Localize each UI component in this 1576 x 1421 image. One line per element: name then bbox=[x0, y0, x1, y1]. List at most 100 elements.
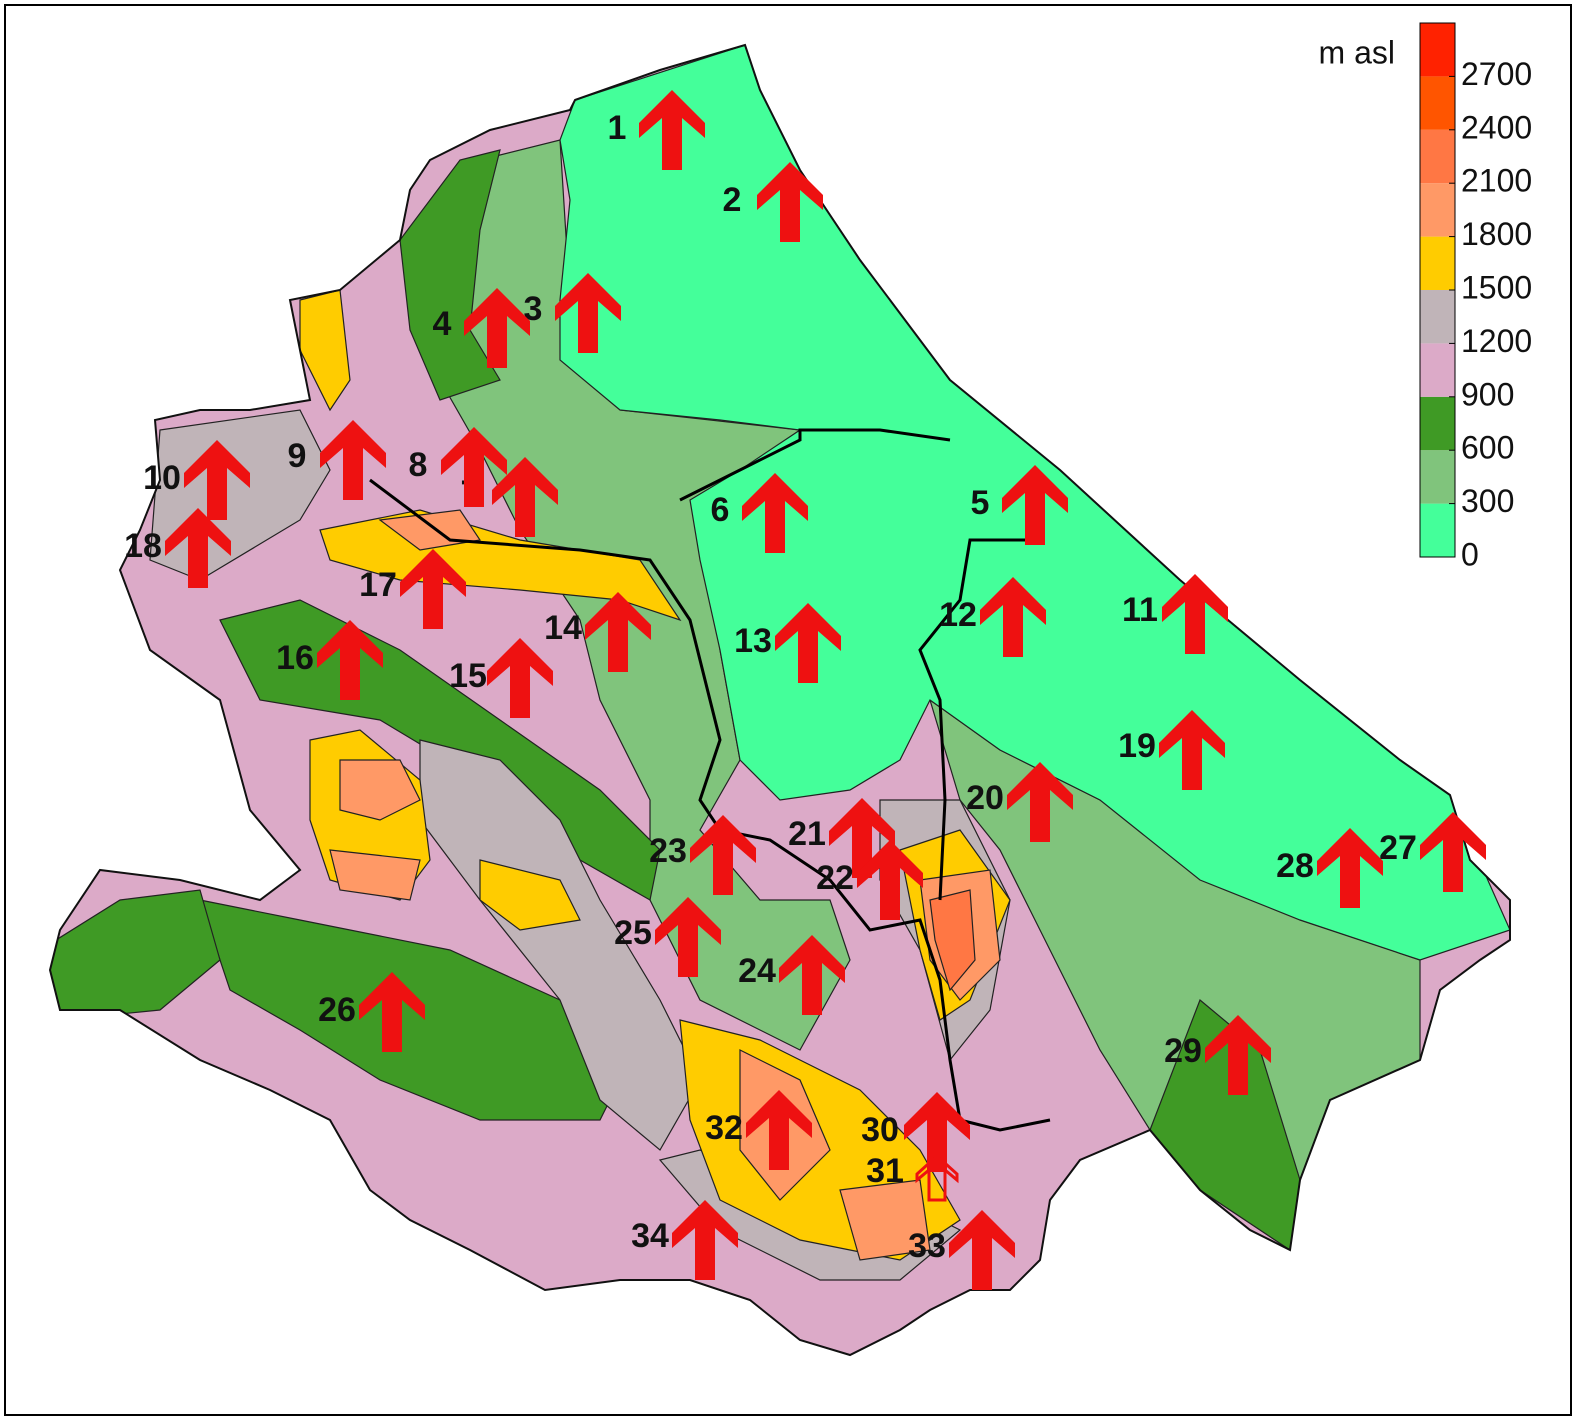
station-arrow bbox=[184, 440, 250, 520]
station-arrow bbox=[746, 1090, 812, 1170]
station-label: 5 bbox=[971, 484, 990, 522]
legend-tick-label: 2100 bbox=[1461, 163, 1532, 199]
zone-summit bbox=[339, 759, 421, 821]
color-band bbox=[1420, 290, 1455, 344]
station-label: 28 bbox=[1276, 847, 1314, 885]
station-label: 24 bbox=[738, 952, 776, 990]
station-arrow bbox=[655, 897, 721, 977]
station-label: 6 bbox=[711, 491, 730, 529]
color-band bbox=[1420, 396, 1455, 451]
zone-summit bbox=[839, 1179, 931, 1261]
station-arrow bbox=[487, 638, 553, 718]
color-band bbox=[1420, 236, 1455, 290]
station-arrow bbox=[1162, 574, 1228, 654]
station-arrow bbox=[441, 427, 507, 507]
station-arrow bbox=[317, 620, 383, 700]
station-arrow bbox=[980, 577, 1046, 657]
station-arrow bbox=[639, 90, 705, 170]
station-arrow bbox=[904, 1092, 970, 1172]
color-band bbox=[1420, 76, 1455, 130]
station-label: 19 bbox=[1118, 727, 1156, 765]
station-arrow bbox=[320, 420, 386, 500]
station-arrow bbox=[742, 473, 808, 553]
border-line bbox=[679, 428, 951, 502]
border-line bbox=[918, 538, 1040, 901]
station-arrow bbox=[775, 603, 841, 683]
station-label: 27 bbox=[1379, 829, 1417, 867]
color-band bbox=[1420, 503, 1455, 557]
legend-title: m asl bbox=[1319, 34, 1395, 70]
legend-tick-label: 0 bbox=[1461, 536, 1479, 572]
station-label: 2 bbox=[723, 181, 742, 219]
station-arrow bbox=[1317, 828, 1383, 908]
station-arrow bbox=[1002, 465, 1068, 545]
station-arrow bbox=[1007, 762, 1073, 842]
station-label: 23 bbox=[649, 832, 687, 870]
station-label: 17 bbox=[359, 566, 397, 604]
station-arrow bbox=[757, 162, 823, 242]
station-arrow bbox=[555, 273, 621, 353]
station-arrow bbox=[1420, 812, 1486, 892]
station-label: 11 bbox=[1122, 591, 1158, 629]
station-label: 1 bbox=[608, 109, 627, 147]
station-arrow bbox=[829, 798, 895, 878]
color-band bbox=[1420, 343, 1455, 397]
station-label: 22 bbox=[816, 859, 854, 897]
station-label: 21 bbox=[788, 815, 826, 853]
legend-tick-label: 900 bbox=[1461, 376, 1514, 412]
station-label: 20 bbox=[966, 779, 1004, 817]
zone-low bbox=[199, 899, 621, 1121]
station-label: 25 bbox=[614, 914, 652, 952]
legend-tick-label: 600 bbox=[1461, 430, 1514, 466]
stations: 1234567891011121314151617181920212223242… bbox=[124, 90, 1486, 1290]
station-arrow bbox=[949, 1210, 1015, 1290]
station-arrow bbox=[857, 840, 923, 920]
station-label: 4 bbox=[433, 305, 452, 343]
station-label: 14 bbox=[544, 609, 582, 647]
station-arrow bbox=[1205, 1015, 1271, 1095]
station-label: 10 bbox=[143, 459, 181, 497]
border-line bbox=[369, 478, 1051, 1132]
station-arrow bbox=[585, 592, 651, 672]
station-arrow bbox=[400, 549, 466, 629]
station-arrow bbox=[359, 972, 425, 1052]
station-label: 9 bbox=[288, 437, 307, 475]
color-band bbox=[1420, 450, 1455, 504]
color-band bbox=[1420, 23, 1455, 77]
station-label: 15 bbox=[449, 657, 487, 695]
province-borders bbox=[369, 428, 1051, 1132]
legend: m asl 0 300 600 900 1200 1500 1800 2100 2400 2700 bbox=[1319, 22, 1532, 572]
station-label: 31 bbox=[866, 1152, 904, 1190]
station-arrow bbox=[492, 457, 558, 537]
color-band bbox=[1420, 183, 1455, 237]
zone-summit bbox=[929, 889, 976, 992]
legend-tick-label: 2400 bbox=[1461, 109, 1532, 145]
legend-tick-label: 1800 bbox=[1461, 216, 1532, 252]
station-arrow bbox=[915, 1153, 959, 1202]
station-label: 18 bbox=[124, 527, 162, 565]
station-label: 34 bbox=[631, 1217, 669, 1255]
station-label: 12 bbox=[939, 596, 977, 634]
station-arrow bbox=[672, 1200, 738, 1280]
station-label: 33 bbox=[908, 1227, 946, 1265]
station-arrow bbox=[779, 935, 845, 1015]
zone-summit bbox=[329, 849, 421, 901]
legend-tick-label: 300 bbox=[1461, 483, 1514, 519]
station-label: 26 bbox=[318, 991, 356, 1029]
station-label: 16 bbox=[276, 639, 314, 677]
station-label: 30 bbox=[861, 1111, 899, 1149]
station-label: 13 bbox=[734, 622, 772, 660]
station-arrow bbox=[690, 815, 756, 895]
station-label: 32 bbox=[705, 1109, 743, 1147]
legend-tick-label: 1500 bbox=[1461, 269, 1532, 305]
legend-tick-label: 2700 bbox=[1461, 56, 1532, 92]
station-label: 29 bbox=[1164, 1032, 1202, 1070]
zone-high bbox=[419, 739, 701, 1151]
station-arrow bbox=[165, 508, 231, 588]
zone-peak bbox=[479, 859, 581, 931]
station-arrow bbox=[1159, 710, 1225, 790]
legend-tick-label: 1200 bbox=[1461, 323, 1532, 359]
station-label: 8 bbox=[409, 446, 428, 484]
frame bbox=[4, 4, 1572, 1416]
